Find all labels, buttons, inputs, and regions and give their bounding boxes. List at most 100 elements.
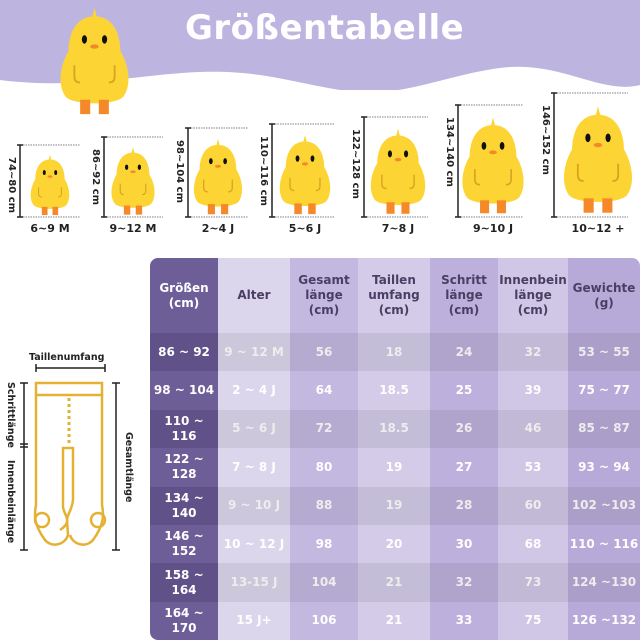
table-cell: 110 ~ 116 — [568, 524, 640, 564]
mascot-chick-image — [59, 6, 130, 116]
table-cell: 24 — [430, 333, 498, 372]
size-cell: 110 ~ 116 — [150, 409, 218, 449]
table-cell: 93 ~ 94 — [568, 448, 640, 487]
table-cell: 26 — [430, 409, 498, 449]
age-label: 5~6 J — [288, 222, 322, 235]
table-cell: 27 — [430, 448, 498, 487]
table-cell: 60 — [498, 486, 568, 525]
table-cell: 32 — [430, 563, 498, 602]
column-header: Gewichte (g) — [568, 258, 640, 333]
inseam-label: Innenbeinlänge — [5, 460, 16, 544]
table-cell: 68 — [498, 524, 568, 564]
page-title: Größentabelle — [185, 8, 465, 48]
table-cell: 15 J+ — [218, 601, 290, 640]
size-chick-1 — [101, 136, 163, 218]
table-cell: 10 ~ 12 J — [218, 524, 290, 564]
age-label: 9~10 J — [472, 222, 514, 235]
table-cell: 102 ~103 — [568, 486, 640, 525]
table-cell: 64 — [290, 371, 358, 410]
height-label: 122~128 cm — [350, 129, 361, 199]
size-cell: 134 ~ 140 — [150, 486, 218, 525]
table-cell: 85 ~ 87 — [568, 409, 640, 449]
table-cell: 53 ~ 55 — [568, 333, 640, 372]
chick-icon — [193, 138, 243, 215]
table-cell: 80 — [290, 448, 358, 487]
chick-icon — [30, 154, 70, 216]
size-cell: 146 ~ 152 — [150, 524, 218, 564]
table-cell: 30 — [430, 524, 498, 564]
size-chick-2 — [185, 127, 248, 218]
header-banner — [0, 0, 640, 90]
table-cell: 7 ~ 8 J — [218, 448, 290, 487]
table-cell: 39 — [498, 371, 568, 410]
table-cell: 104 — [290, 563, 358, 602]
column-header: Innenbein länge (cm) — [498, 258, 568, 333]
table-cell: 88 — [290, 486, 358, 525]
chick-icon — [279, 134, 331, 215]
height-label: 74~80 cm — [6, 157, 17, 214]
table-cell: 13-15 J — [218, 563, 290, 602]
table-cell: 25 — [430, 371, 498, 410]
age-label: 7~8 J — [381, 222, 415, 235]
table-cell: 19 — [358, 486, 430, 525]
age-label: 2~4 J — [201, 222, 235, 235]
table-cell: 28 — [430, 486, 498, 525]
table-cell: 72 — [290, 409, 358, 449]
table-cell: 19 — [358, 448, 430, 487]
table-cell: 73 — [498, 563, 568, 602]
table-cell: 9 ~ 10 J — [218, 486, 290, 525]
table-cell: 5 ~ 6 J — [218, 409, 290, 449]
size-cell: 164 ~ 170 — [150, 601, 218, 640]
table-cell: 106 — [290, 601, 358, 640]
table-cell: 21 — [358, 563, 430, 602]
table-cell: 56 — [290, 333, 358, 372]
age-label: 9~12 M — [109, 222, 157, 235]
height-label: 98~104 cm — [174, 140, 185, 203]
chick-icon — [562, 105, 634, 214]
table-cell: 75 — [498, 601, 568, 640]
table-cell: 21 — [358, 601, 430, 640]
rise-label: Schrittlänge — [5, 382, 16, 448]
size-cell: 122 ~ 128 — [150, 448, 218, 487]
table-cell: 126 ~132 — [568, 601, 640, 640]
table-cell: 32 — [498, 333, 568, 372]
size-chick-4 — [361, 116, 428, 218]
total-length-label: Gesamtlänge — [123, 432, 134, 503]
table-cell: 46 — [498, 409, 568, 449]
table-cell: 9 ~ 12 M — [218, 333, 290, 372]
column-header: Schritt länge (cm) — [430, 258, 498, 333]
table-cell: 20 — [358, 524, 430, 564]
size-chick-0 — [17, 144, 80, 218]
height-label: 134~140 cm — [444, 117, 455, 187]
chick-icon — [369, 127, 427, 215]
waist-label: Taillenumfang — [29, 352, 105, 363]
table-cell: 33 — [430, 601, 498, 640]
chick-icon — [110, 146, 156, 216]
column-header: Größen (cm) — [150, 258, 218, 333]
height-label: 146~152 cm — [540, 105, 551, 175]
chick-icon — [461, 116, 525, 215]
height-label: 110~116 cm — [258, 136, 269, 206]
table-cell: 53 — [498, 448, 568, 487]
size-cell: 86 ~ 92 — [150, 333, 218, 372]
size-cell: 158 ~ 164 — [150, 563, 218, 602]
age-label: 6~9 M — [30, 222, 70, 235]
column-header: Taillen umfang (cm) — [358, 258, 430, 333]
column-header: Alter — [218, 258, 290, 333]
table-cell: 18.5 — [358, 371, 430, 410]
table-cell: 18.5 — [358, 409, 430, 449]
age-label: 10~12 + — [571, 222, 625, 235]
size-table: Größen (cm) Alter Gesamt länge (cm) Taillen… — [150, 258, 640, 640]
size-cell: 98 ~ 104 — [150, 371, 218, 410]
size-chick-5 — [455, 104, 525, 218]
column-header: Gesamt länge (cm) — [290, 258, 358, 333]
table-cell: 98 — [290, 524, 358, 564]
size-chick-3 — [269, 123, 335, 218]
table-cell: 75 ~ 77 — [568, 371, 640, 410]
table-cell: 18 — [358, 333, 430, 372]
table-cell: 124 ~130 — [568, 563, 640, 602]
size-chick-6 — [551, 92, 634, 218]
height-label: 86~92 cm — [90, 149, 101, 206]
table-cell: 2 ~ 4 J — [218, 371, 290, 410]
tights-measurement-diagram: Taillenumfang Schrittlänge Innenbeinläng… — [0, 340, 150, 560]
